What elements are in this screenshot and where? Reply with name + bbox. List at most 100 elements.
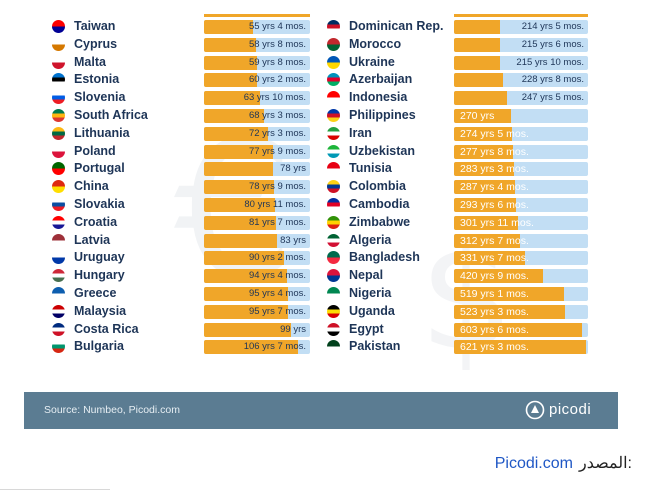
country-label: Nigeria [349, 286, 392, 300]
country-label: Colombia [349, 179, 406, 194]
flag-icon [52, 109, 65, 122]
bar-track: 99 yrs [204, 322, 310, 337]
bar-track: 59 yrs 8 mos. [204, 55, 310, 70]
bar-track: 72 yrs 3 mos. [204, 126, 310, 141]
value-label: 287 yrs 4 mos. [460, 181, 529, 194]
flag-icon [52, 215, 65, 229]
flag-icon [327, 269, 340, 283]
divider [0, 489, 110, 490]
bar [204, 126, 268, 141]
chart-row: Latvia 83 yrs [52, 232, 310, 249]
bar-track: 519 yrs 1 mos. [454, 287, 588, 301]
value-label: 80 yrs 11 mos. [244, 199, 306, 210]
bar [454, 322, 583, 337]
bar-track: 293 yrs 6 mos. [454, 198, 588, 212]
value-label: 214 yrs 5 mos. [521, 21, 584, 32]
bar-track: 270 yrs [454, 109, 588, 123]
flag-icon [327, 215, 340, 229]
flag-icon [52, 233, 65, 247]
bar-track: 60 yrs 2 mos. [204, 73, 310, 88]
source-label: المصدر: [578, 455, 632, 472]
chart-row: Dominican Rep. 214 yrs 5 mos. [327, 18, 588, 35]
bar [204, 304, 289, 319]
value-label: 621 yrs 3 mos. [460, 341, 529, 354]
country-label: Azerbaijan [349, 72, 413, 87]
value-label: 283 yrs 3 mos. [460, 163, 529, 176]
bar [454, 233, 521, 248]
chart-row: Bangladesh 331 yrs 7 mos. [327, 249, 588, 266]
value-label: 331 yrs 7 mos. [460, 252, 529, 265]
bar [454, 55, 500, 70]
value-label: 78 yrs [280, 163, 306, 175]
chart-row: Costa Rica 99 yrs [52, 321, 310, 338]
bar [454, 215, 519, 230]
country-label: Egypt [349, 321, 384, 336]
chart-row: Uganda 523 yrs 3 mos. [327, 303, 588, 320]
flag-icon [52, 55, 65, 69]
chart-row: Indonesia 247 yrs 5 mos. [327, 89, 588, 106]
chart-row: Croatia 81 yrs 7 mos. [52, 214, 310, 231]
bar-track: 420 yrs 9 mos. [454, 269, 588, 284]
picodi-logo-icon [525, 400, 545, 420]
bar [454, 269, 544, 284]
flag-icon [52, 198, 65, 211]
value-label: 293 yrs 6 mos. [460, 199, 529, 211]
flag-icon [327, 37, 340, 51]
flag-icon [327, 180, 340, 194]
bar-track: 83 yrs [204, 233, 310, 248]
bar [204, 162, 273, 177]
bar [454, 198, 517, 212]
bar [454, 251, 525, 266]
bar-track: 77 yrs 9 mos. [204, 144, 310, 159]
bar-track: 106 yrs 7 mos. [204, 340, 310, 355]
flag-icon [52, 322, 65, 336]
bar-track: 55 yrs 4 mos. [204, 20, 310, 34]
country-label: Estonia [74, 72, 120, 87]
chart-row: Portugal 78 yrs [52, 160, 310, 177]
bar-track: 312 yrs 7 mos. [454, 233, 588, 248]
chart-row: Cambodia 293 yrs 6 mos. [327, 196, 588, 213]
value-label: 270 yrs [460, 110, 495, 122]
chart-row: Zimbabwe 301 yrs 11 mos. [327, 214, 588, 231]
country-label: Malaysia [74, 303, 127, 318]
country-label: Hungary [74, 268, 125, 283]
value-label: 95 yrs 7 mos. [248, 305, 306, 317]
source-link[interactable]: Picodi.com [494, 455, 573, 472]
chart-row: Pakistan 621 yrs 3 mos. [327, 338, 588, 355]
bar [204, 198, 276, 212]
value-label: 274 yrs 5 mos. [460, 127, 529, 140]
bar-cap [204, 14, 310, 17]
flag-icon [52, 37, 65, 51]
country-label: Uzbekistan [349, 143, 415, 158]
bar-track: 287 yrs 4 mos. [454, 180, 588, 195]
bar [204, 37, 256, 52]
country-label: Pakistan [349, 339, 401, 354]
bar [204, 287, 289, 301]
value-label: 228 yrs 8 mos. [521, 74, 584, 86]
flag-icon [52, 287, 65, 300]
country-label: China [74, 179, 109, 194]
flag-icon [327, 198, 340, 211]
flag-icon [52, 20, 65, 33]
flag-icon [52, 162, 65, 176]
right-column: Dominican Rep. 214 yrs 5 mos. Morocco 215 y… [327, 14, 591, 360]
country-label: Greece [74, 286, 117, 300]
country-label: Cambodia [349, 197, 410, 211]
bar [204, 322, 292, 337]
flag-icon [327, 91, 340, 105]
bar-track: 301 yrs 11 mos. [454, 215, 588, 230]
country-label: Slovakia [74, 197, 125, 211]
value-label: 106 yrs 7 mos. [243, 341, 306, 353]
value-label: 63 yrs 10 mos. [243, 92, 306, 104]
country-label: Lithuania [74, 125, 130, 140]
chart-row: China 78 yrs 9 mos. [52, 178, 310, 195]
bar [454, 340, 587, 355]
bar-track: 90 yrs 2 mos. [204, 251, 310, 266]
country-label: Uganda [349, 303, 395, 318]
country-label: Costa Rica [74, 321, 139, 336]
flag-icon [52, 304, 65, 318]
bar-track: 214 yrs 5 mos. [454, 20, 588, 34]
country-label: Indonesia [349, 90, 408, 105]
bar [454, 20, 500, 34]
